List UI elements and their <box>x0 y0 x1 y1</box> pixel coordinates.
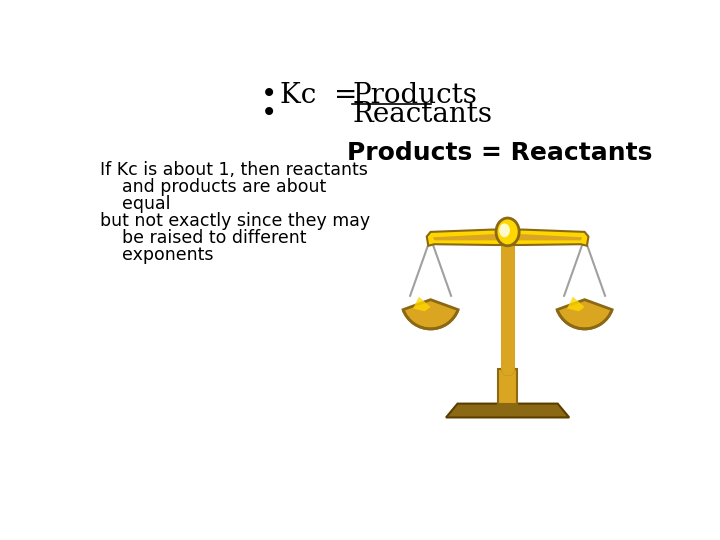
Polygon shape <box>433 234 582 240</box>
Polygon shape <box>567 296 585 312</box>
Text: If Kc is about 1, then reactants: If Kc is about 1, then reactants <box>99 161 367 179</box>
Polygon shape <box>446 403 570 417</box>
Text: exponents: exponents <box>99 246 213 264</box>
Wedge shape <box>403 300 458 329</box>
Text: Products: Products <box>352 82 477 109</box>
Ellipse shape <box>499 224 510 237</box>
Text: equal: equal <box>99 195 170 213</box>
Text: Reactants: Reactants <box>352 102 492 129</box>
Polygon shape <box>413 296 431 312</box>
Text: be raised to different: be raised to different <box>99 229 306 247</box>
Text: but not exactly since they may: but not exactly since they may <box>99 212 369 230</box>
FancyBboxPatch shape <box>498 369 517 403</box>
Text: •: • <box>261 82 277 109</box>
Wedge shape <box>557 300 612 329</box>
Polygon shape <box>427 230 588 246</box>
Text: and products are about: and products are about <box>99 178 325 196</box>
Text: •: • <box>261 102 277 129</box>
Text: Kc  =: Kc = <box>281 82 376 109</box>
Ellipse shape <box>496 218 519 246</box>
Text: Products = Reactants: Products = Reactants <box>347 141 652 165</box>
